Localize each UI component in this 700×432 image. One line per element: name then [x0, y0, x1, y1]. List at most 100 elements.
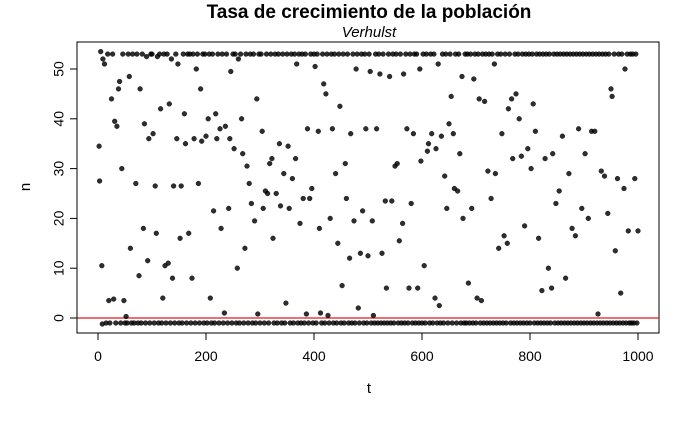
data-point	[253, 320, 259, 326]
data-point	[242, 245, 248, 251]
data-point	[502, 51, 508, 57]
y-tick-label: 40	[51, 111, 67, 127]
data-point	[184, 320, 190, 326]
data-point	[566, 171, 572, 177]
data-point	[142, 320, 149, 326]
data-point	[505, 106, 512, 112]
data-point	[146, 136, 152, 142]
data-point	[231, 146, 237, 152]
data-point	[292, 51, 298, 57]
data-point	[438, 133, 445, 139]
data-point	[290, 320, 297, 326]
data-point	[312, 63, 318, 70]
data-point	[115, 86, 122, 92]
data-point	[250, 51, 257, 57]
data-point	[235, 56, 242, 62]
data-point	[595, 311, 601, 317]
data-point	[236, 320, 243, 326]
data-point	[547, 320, 554, 326]
data-point	[223, 51, 230, 57]
data-point	[252, 218, 258, 224]
data-point	[612, 248, 618, 254]
data-point	[123, 313, 129, 320]
data-point	[444, 205, 450, 212]
data-point	[209, 51, 216, 57]
data-point	[138, 320, 144, 326]
data-point	[157, 51, 163, 57]
data-point	[410, 131, 417, 137]
data-point	[396, 238, 402, 244]
data-point	[273, 190, 279, 197]
data-point	[212, 320, 218, 326]
data-point	[178, 183, 184, 189]
data-point	[229, 320, 235, 326]
data-point	[207, 295, 213, 301]
data-point	[377, 71, 383, 77]
data-point	[313, 320, 319, 326]
points-layer	[96, 48, 641, 327]
data-point	[109, 51, 116, 57]
data-point	[244, 163, 250, 169]
data-point	[169, 275, 176, 281]
data-point	[219, 51, 225, 57]
data-point	[113, 320, 119, 326]
data-point	[114, 123, 120, 129]
data-point	[228, 68, 234, 75]
data-point	[374, 126, 380, 132]
data-point	[606, 51, 612, 57]
data-point	[188, 320, 194, 326]
data-point	[448, 93, 454, 100]
data-point	[469, 205, 475, 212]
data-point	[167, 320, 174, 326]
data-point	[579, 205, 585, 212]
chart-title: Tasa de crecimiento de la población	[207, 2, 532, 23]
data-point	[112, 118, 118, 124]
data-point	[300, 195, 306, 202]
data-point	[316, 225, 323, 232]
data-point	[177, 235, 183, 241]
data-point	[121, 298, 127, 304]
data-point	[459, 73, 465, 80]
data-point	[545, 265, 552, 271]
data-point	[107, 320, 113, 326]
data-point	[550, 151, 556, 157]
data-point	[379, 250, 385, 256]
data-point	[335, 240, 341, 246]
data-point	[119, 166, 125, 172]
data-point	[282, 320, 288, 326]
data-point	[145, 258, 151, 264]
data-point	[339, 283, 345, 289]
data-point	[518, 153, 525, 159]
data-point	[456, 51, 462, 57]
data-point	[559, 133, 566, 139]
y-tick-label: 20	[51, 210, 67, 226]
x-tick-label: 1000	[622, 348, 653, 364]
data-point	[499, 131, 505, 137]
data-point	[261, 320, 267, 326]
data-point	[215, 51, 221, 57]
data-point	[152, 183, 158, 189]
data-point	[542, 156, 548, 162]
data-point	[127, 245, 133, 251]
x-tick-label: 200	[194, 348, 218, 364]
data-point	[572, 233, 579, 239]
data-point	[293, 156, 299, 162]
data-point	[376, 51, 382, 57]
data-point	[601, 173, 608, 179]
data-point	[433, 146, 439, 152]
data-point	[364, 320, 370, 326]
data-point	[322, 320, 328, 326]
data-point	[180, 51, 186, 57]
data-point	[120, 51, 126, 57]
data-point	[267, 161, 273, 167]
data-point	[353, 66, 359, 72]
data-point	[415, 285, 421, 291]
data-point	[369, 218, 375, 224]
data-point	[222, 123, 229, 129]
y-tick-label: 0	[51, 314, 67, 322]
data-point	[294, 61, 300, 67]
data-point	[136, 273, 142, 279]
data-point	[362, 51, 368, 57]
data-point	[266, 320, 272, 326]
data-point	[625, 228, 631, 234]
